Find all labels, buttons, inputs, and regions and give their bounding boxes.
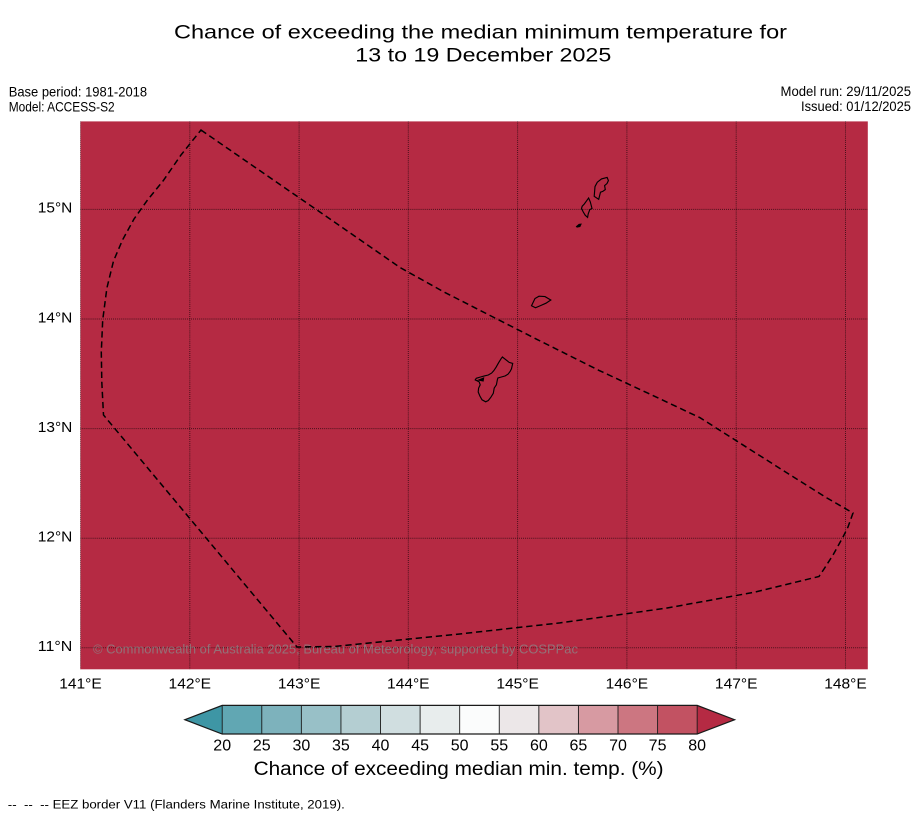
svg-text:13°N: 13°N — [38, 420, 73, 436]
svg-text:Model run: 29/11/2025: Model run: 29/11/2025 — [781, 84, 912, 99]
svg-text:Issued: 01/12/2025: Issued: 01/12/2025 — [801, 99, 911, 114]
svg-text:65: 65 — [570, 737, 588, 754]
svg-text:145°E: 145°E — [496, 676, 539, 693]
svg-text:12°N: 12°N — [38, 530, 73, 546]
svg-text:141°E: 141°E — [59, 676, 102, 693]
svg-text:© Commonwealth of Australia 20: © Commonwealth of Australia 2025, Bureau… — [93, 641, 578, 656]
svg-text:20: 20 — [213, 737, 231, 754]
svg-text:15°N: 15°N — [38, 201, 73, 217]
svg-text:147°E: 147°E — [715, 676, 758, 693]
svg-text:146°E: 146°E — [606, 676, 649, 693]
svg-text:80: 80 — [688, 737, 706, 754]
svg-text:Model: ACCESS-S2: Model: ACCESS-S2 — [9, 100, 115, 115]
svg-text:55: 55 — [490, 737, 508, 754]
svg-text:70: 70 — [609, 737, 627, 754]
svg-text:40: 40 — [372, 737, 390, 754]
svg-text:143°E: 143°E — [278, 676, 321, 693]
svg-text:13 to 19 December 2025: 13 to 19 December 2025 — [355, 44, 611, 66]
svg-text:45: 45 — [411, 737, 429, 754]
svg-text:25: 25 — [253, 737, 271, 754]
svg-text:11°N: 11°N — [38, 639, 73, 655]
svg-text:Base period: 1981-2018: Base period: 1981-2018 — [9, 84, 148, 99]
svg-text:35: 35 — [332, 737, 350, 754]
svg-text:Chance of exceeding the median: Chance of exceeding the median minimum t… — [174, 21, 788, 43]
svg-text:-- -- -- EEZ border V11 (Fla: -- -- -- EEZ border V11 (Flanders Marine… — [8, 798, 345, 812]
svg-text:Chance of exceeding median min: Chance of exceeding median min. temp. (%… — [254, 759, 664, 780]
svg-text:14°N: 14°N — [38, 310, 73, 326]
svg-text:60: 60 — [530, 737, 548, 754]
svg-text:75: 75 — [649, 737, 667, 754]
svg-text:144°E: 144°E — [387, 676, 430, 693]
svg-text:50: 50 — [451, 737, 469, 754]
svg-text:30: 30 — [292, 737, 310, 754]
svg-text:142°E: 142°E — [169, 676, 212, 693]
svg-text:148°E: 148°E — [824, 676, 867, 693]
